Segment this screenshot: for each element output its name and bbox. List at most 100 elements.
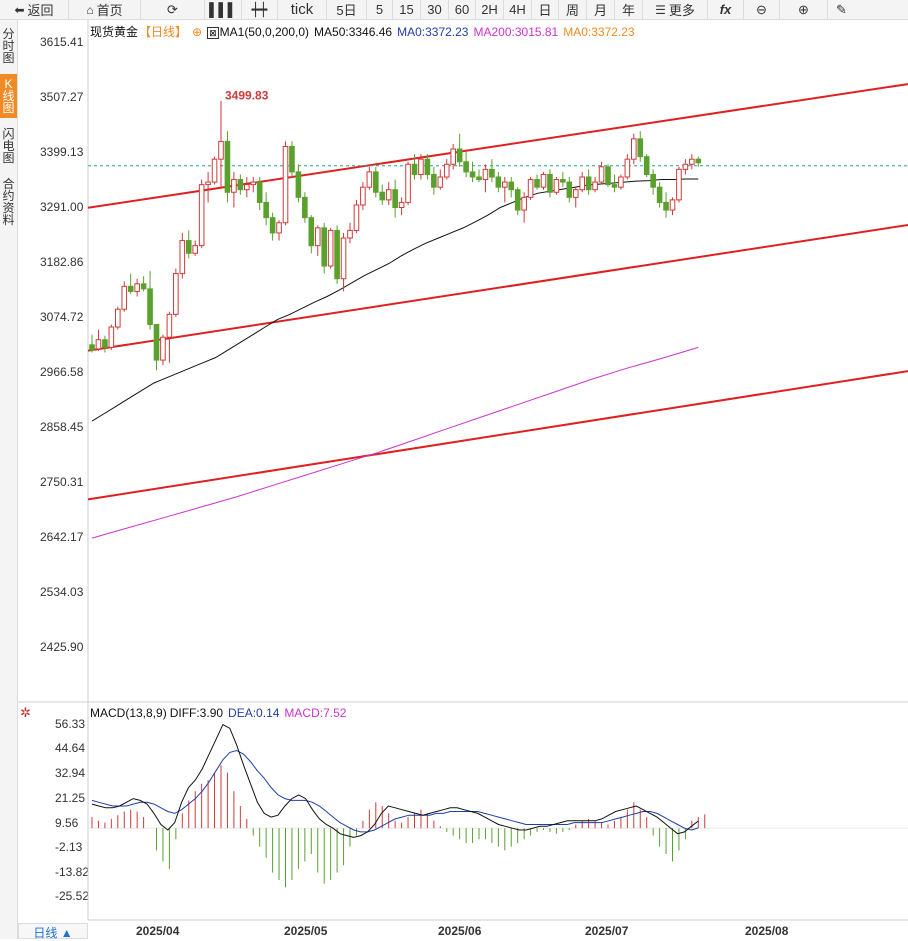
candle-body bbox=[108, 326, 115, 348]
period-5m[interactable]: 5 bbox=[367, 0, 393, 19]
candle-body bbox=[495, 176, 502, 188]
candle-body bbox=[469, 171, 476, 178]
candle-body bbox=[166, 313, 173, 338]
sidebar-item-timeshare[interactable]: 分时图 bbox=[2, 27, 15, 65]
candle-body bbox=[437, 176, 444, 188]
period-year[interactable]: 年 bbox=[615, 0, 643, 19]
macd-dea: DEA:0.14 bbox=[228, 706, 280, 720]
toolbar: ⬅ 返回 ⌂ 首页 ⟳ ▌▌▌ ┿┿ tick 5日 5 15 30 60 2H 4… bbox=[0, 0, 908, 20]
macd-diff: DIFF:3.90 bbox=[169, 706, 224, 720]
zoom-out-button[interactable]: ⊖ bbox=[744, 0, 780, 19]
period-2h[interactable]: 2H bbox=[476, 0, 504, 19]
y-tick-label: 2750.31 bbox=[40, 475, 84, 489]
period-tick[interactable]: tick bbox=[278, 0, 327, 19]
sidebar-item-contract[interactable]: 合约资料 bbox=[2, 177, 15, 227]
pencil-icon: ✎ bbox=[836, 1, 847, 17]
candle-body bbox=[134, 283, 140, 292]
candle-body bbox=[244, 184, 250, 191]
candle-body bbox=[295, 171, 302, 198]
period-label: 【日线】 bbox=[139, 25, 188, 39]
candle-body bbox=[256, 181, 263, 203]
macd-tick-label: 44.64 bbox=[55, 741, 86, 755]
candle-body bbox=[160, 336, 166, 361]
settings-icon[interactable]: ⊕ bbox=[192, 25, 203, 39]
high-price-annotation: 3499.83 bbox=[225, 89, 269, 103]
candle-body bbox=[560, 179, 566, 183]
candle-body bbox=[366, 171, 373, 188]
refresh-button[interactable]: ⟳ bbox=[141, 0, 205, 19]
candle-body bbox=[198, 184, 205, 247]
candle-body bbox=[237, 179, 244, 191]
candle-body bbox=[153, 323, 160, 361]
macd-tick-label: -25.52 bbox=[55, 889, 90, 903]
candle-body bbox=[263, 201, 269, 219]
ma1-label: MA1(50,0,200,0) bbox=[219, 25, 310, 39]
candle-body bbox=[450, 148, 456, 165]
sidebar-item-kline[interactable]: K线图 bbox=[0, 74, 17, 118]
candle-body bbox=[592, 181, 598, 191]
period-60m[interactable]: 60 bbox=[449, 0, 476, 19]
view-sidebar: 分时图 K线图 闪电图 合约资料 bbox=[0, 20, 18, 939]
home-button[interactable]: ⌂ 首页 bbox=[69, 0, 141, 19]
period-month[interactable]: 月 bbox=[587, 0, 615, 19]
candle-body bbox=[508, 181, 515, 191]
period-4h[interactable]: 4H bbox=[504, 0, 532, 19]
ma200-line bbox=[91, 346, 699, 539]
period-week[interactable]: 周 bbox=[559, 0, 587, 19]
macd-tick-label: 21.25 bbox=[55, 791, 86, 805]
candle-body bbox=[411, 163, 418, 175]
chart-type-button[interactable]: ▌▌▌ bbox=[205, 0, 242, 19]
candle-body bbox=[650, 173, 656, 188]
candle-body bbox=[431, 173, 437, 188]
candle-body bbox=[392, 189, 398, 209]
candle-body bbox=[540, 173, 547, 188]
candle-body bbox=[463, 161, 469, 173]
y-tick-label: 2642.17 bbox=[40, 530, 84, 544]
home-icon: ⌂ bbox=[86, 2, 94, 17]
macd-name: MACD(13,8,9) bbox=[90, 706, 167, 720]
candle-body bbox=[676, 168, 682, 201]
ma0-label: MA0:3372.23 bbox=[397, 25, 469, 39]
zoom-in-button[interactable]: ⊕ bbox=[780, 0, 828, 19]
candle-body bbox=[514, 189, 521, 211]
candle-body bbox=[95, 339, 102, 350]
period-day[interactable]: 日 bbox=[532, 0, 559, 19]
candle-body bbox=[482, 168, 489, 181]
candle-body bbox=[185, 240, 192, 254]
candle-body bbox=[618, 176, 624, 188]
candle-body bbox=[282, 145, 289, 224]
x-tick-label: 2025/04 bbox=[136, 924, 180, 938]
candle-body bbox=[89, 344, 95, 351]
candle-body bbox=[218, 140, 224, 160]
candle-body bbox=[385, 189, 392, 201]
macd-tick-label: 9.56 bbox=[55, 816, 79, 830]
main-legend: 现货黄金【日线】 ⊕ ⊠ MA1(50,0,200,0) MA50:3346.46 MA0… bbox=[90, 23, 640, 40]
period-15m[interactable]: 15 bbox=[393, 0, 421, 19]
candle-body bbox=[173, 273, 179, 315]
sidebar-item-flash[interactable]: 闪电图 bbox=[2, 127, 15, 165]
candle-type-button[interactable]: ┿┿ bbox=[242, 0, 278, 19]
period-select-button[interactable]: 日线 ▲ bbox=[18, 923, 88, 940]
more-button[interactable]: ☰ 更多 bbox=[643, 0, 708, 19]
back-button[interactable]: ⬅ 返回 bbox=[0, 0, 69, 19]
draw-button[interactable]: ✎ bbox=[828, 0, 855, 19]
candle-body bbox=[689, 158, 695, 165]
candle-body bbox=[443, 163, 450, 178]
formula-button[interactable]: fx bbox=[708, 0, 744, 19]
candle-body bbox=[250, 181, 257, 186]
macd-value: MACD:7.52 bbox=[284, 706, 347, 720]
macd-settings-icon[interactable]: ✲ bbox=[20, 705, 31, 720]
candle-body bbox=[353, 204, 360, 231]
candle-body bbox=[585, 176, 592, 191]
period-5d[interactable]: 5日 bbox=[327, 0, 367, 19]
channel-line bbox=[87, 370, 908, 501]
candle-body bbox=[489, 168, 495, 178]
period-30m[interactable]: 30 bbox=[421, 0, 449, 19]
macd-tick-label: 32.94 bbox=[55, 766, 86, 780]
candle-body bbox=[327, 229, 334, 267]
candle-body bbox=[211, 158, 218, 183]
bar-chart-icon: ▌▌▌ bbox=[209, 2, 237, 17]
candlestick-icon: ┿┿ bbox=[251, 1, 268, 17]
macd-tick-label: 56.33 bbox=[55, 717, 86, 731]
